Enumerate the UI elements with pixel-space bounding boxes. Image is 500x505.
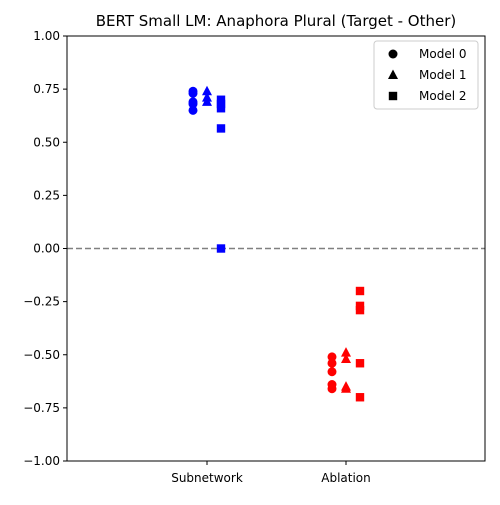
chart-title: BERT Small LM: Anaphora Plural (Target -… xyxy=(96,12,457,30)
y-tick-label: 0.25 xyxy=(33,188,60,202)
data-point xyxy=(327,358,337,368)
data-point xyxy=(188,99,198,109)
data-point xyxy=(355,359,365,368)
legend-label: Model 1 xyxy=(419,68,466,82)
legend-label: Model 0 xyxy=(419,47,466,61)
data-point xyxy=(341,383,351,393)
data-point xyxy=(355,305,365,315)
y-tick-label: −1.00 xyxy=(23,454,60,468)
data-point xyxy=(216,99,226,109)
legend-marker xyxy=(388,69,398,79)
y-tick-label: 1.00 xyxy=(33,29,60,43)
data-point xyxy=(327,384,337,394)
data-point xyxy=(327,367,337,377)
x-tick-label: Subnetwork xyxy=(171,471,243,485)
legend-marker xyxy=(388,49,398,59)
data-point xyxy=(341,353,351,363)
x-tick-label: Ablation xyxy=(321,471,371,485)
data-point xyxy=(355,286,365,296)
legend: Model 0 Model 1 Model 2 xyxy=(373,40,479,110)
y-tick-label: 0.50 xyxy=(33,135,60,149)
legend-label: Model 2 xyxy=(419,89,466,103)
y-tick-label: −0.75 xyxy=(23,401,60,415)
data-point xyxy=(355,393,365,402)
data-point xyxy=(188,105,198,115)
y-tick-label: −0.50 xyxy=(23,348,60,362)
legend-box xyxy=(373,40,479,110)
data-point xyxy=(202,85,212,96)
data-point xyxy=(216,104,226,113)
y-tick-label: 0.00 xyxy=(33,242,60,256)
y-axis: −1.00 −0.75 −0.50 −0.25 0.00 0.25 0.50 0.75 1.00 xyxy=(23,29,67,468)
x-axis: Subnetwork Ablation xyxy=(171,461,371,485)
data-point xyxy=(327,352,337,362)
data-point xyxy=(216,124,226,133)
data-point xyxy=(216,244,226,253)
data-point xyxy=(188,88,198,98)
data-point xyxy=(216,95,226,104)
legend-marker xyxy=(388,91,398,101)
data-point xyxy=(341,347,351,357)
data-point xyxy=(202,96,212,106)
plot-frame xyxy=(66,35,486,462)
data-points xyxy=(188,85,365,402)
y-tick-label: −0.25 xyxy=(23,295,60,309)
y-tick-label: 0.75 xyxy=(33,82,60,96)
data-point xyxy=(355,301,365,311)
